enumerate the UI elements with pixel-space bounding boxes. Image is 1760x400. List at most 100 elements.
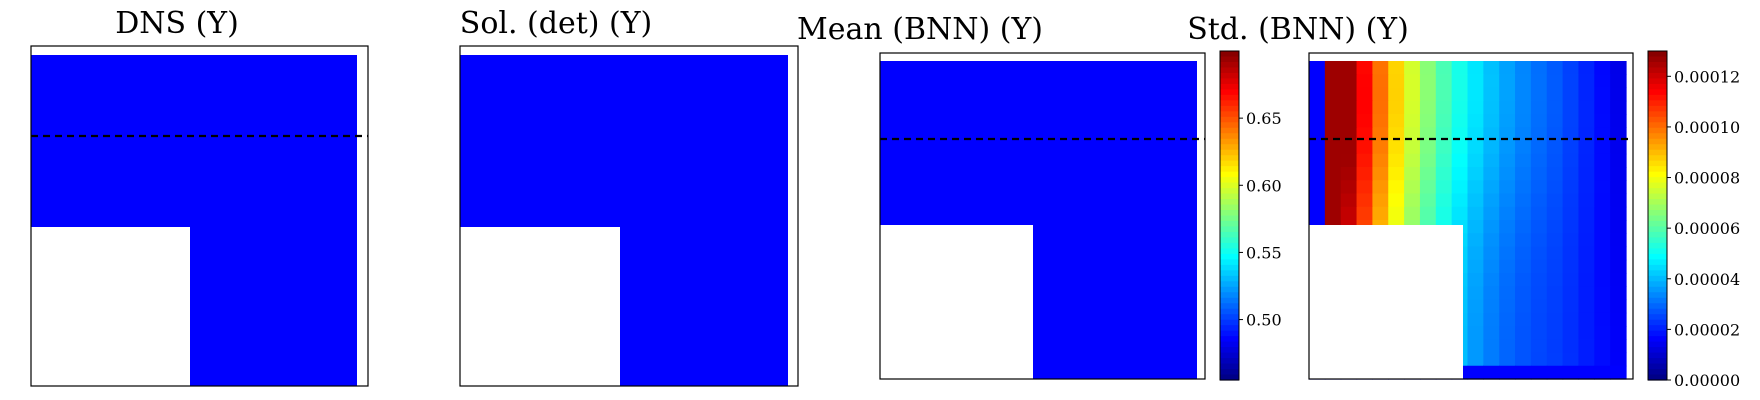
colorbar-segment bbox=[1648, 341, 1667, 348]
colorbar-segment bbox=[1648, 270, 1667, 277]
std-cell bbox=[1546, 100, 1564, 115]
std-cell bbox=[1594, 339, 1611, 354]
std-cell bbox=[1435, 114, 1453, 128]
std-cell bbox=[1324, 74, 1342, 89]
panel-4: 0.00000 0.00002 0.00004 0.00006 0.00008 0.000… bbox=[1308, 50, 1740, 390]
std-cell bbox=[1562, 312, 1580, 327]
colorbar-segment bbox=[1648, 330, 1667, 337]
std-cell bbox=[1467, 140, 1484, 155]
std-cell bbox=[1435, 153, 1453, 168]
std-cell bbox=[1404, 193, 1421, 208]
std-cell bbox=[1419, 100, 1437, 115]
std-cell bbox=[1530, 365, 1548, 380]
std-cell bbox=[1578, 127, 1595, 142]
std-cell bbox=[1562, 299, 1580, 314]
std-cell bbox=[1610, 312, 1627, 327]
std-cell bbox=[1515, 246, 1532, 261]
colorbar-segment bbox=[1220, 144, 1239, 151]
std-cell bbox=[1515, 61, 1532, 75]
std-cell bbox=[1451, 74, 1469, 89]
masked-region-panel-3 bbox=[880, 225, 1033, 379]
std-cell bbox=[1499, 233, 1516, 248]
std-cell bbox=[1562, 273, 1580, 287]
std-cell bbox=[1372, 114, 1389, 128]
std-cell bbox=[1562, 286, 1580, 301]
colorbar-segment bbox=[1220, 237, 1239, 244]
std-cell bbox=[1530, 220, 1548, 234]
std-cell bbox=[1483, 127, 1500, 142]
colorbar-segment bbox=[1648, 259, 1667, 266]
std-cell bbox=[1530, 180, 1548, 195]
std-cell bbox=[1578, 220, 1595, 234]
std-cell bbox=[1515, 153, 1532, 168]
colorbar-segment bbox=[1220, 193, 1239, 200]
colorbar-segment bbox=[1220, 330, 1239, 337]
colorbar-segment bbox=[1220, 94, 1239, 101]
std-cell bbox=[1610, 127, 1627, 142]
std-cell bbox=[1515, 114, 1532, 128]
std-cell bbox=[1356, 206, 1373, 221]
std-cell bbox=[1451, 153, 1469, 168]
colorbar-segment bbox=[1220, 204, 1239, 211]
colorbar-tick-label: 0.00008 bbox=[1674, 169, 1740, 188]
std-cell bbox=[1594, 61, 1611, 75]
colorbar-tick-label: 0.55 bbox=[1246, 243, 1282, 262]
panel-3: 0.50 0.55 0.60 0.65 bbox=[879, 50, 1282, 381]
colorbar-segment bbox=[1648, 72, 1667, 80]
std-cell bbox=[1594, 312, 1611, 327]
std-cell bbox=[1309, 167, 1326, 181]
std-cell bbox=[1324, 114, 1342, 128]
std-cell bbox=[1324, 100, 1342, 115]
std-cell bbox=[1467, 326, 1484, 340]
std-cell bbox=[1562, 167, 1580, 181]
colorbar-segment bbox=[1648, 369, 1667, 376]
colorbar-segment bbox=[1648, 182, 1667, 189]
std-cell bbox=[1404, 127, 1421, 142]
std-cell bbox=[1451, 167, 1469, 181]
colorbar-segment bbox=[1220, 264, 1239, 271]
colorbar-segment bbox=[1648, 155, 1667, 162]
colorbar-segment bbox=[1648, 264, 1667, 271]
std-cell bbox=[1309, 140, 1326, 155]
std-cell bbox=[1356, 167, 1373, 181]
std-cell bbox=[1499, 74, 1516, 89]
std-cell bbox=[1515, 312, 1532, 327]
std-cell bbox=[1451, 206, 1469, 221]
std-cell bbox=[1451, 87, 1469, 102]
std-cell bbox=[1610, 365, 1627, 380]
std-cell bbox=[1340, 127, 1358, 142]
std-cell bbox=[1546, 87, 1564, 102]
std-cell bbox=[1578, 61, 1595, 75]
std-cell bbox=[1530, 326, 1548, 340]
colorbar-tick-label: 0.00000 bbox=[1674, 371, 1740, 390]
colorbar-segment bbox=[1220, 363, 1239, 370]
colorbar-segment bbox=[1648, 253, 1667, 260]
std-cell bbox=[1404, 61, 1421, 75]
colorbar-segment bbox=[1648, 215, 1667, 222]
colorbar-segment bbox=[1648, 374, 1667, 381]
std-cell bbox=[1530, 206, 1548, 221]
std-cell bbox=[1483, 206, 1500, 221]
std-cell bbox=[1530, 114, 1548, 128]
std-cell bbox=[1594, 167, 1611, 181]
std-cell bbox=[1610, 140, 1627, 155]
colorbar-tick-label: 0.50 bbox=[1246, 311, 1282, 330]
colorbar-segment bbox=[1648, 292, 1667, 299]
std-cell bbox=[1530, 193, 1548, 208]
colorbar-segment bbox=[1220, 226, 1239, 233]
std-cell bbox=[1435, 127, 1453, 142]
std-cell bbox=[1562, 259, 1580, 274]
std-cell bbox=[1594, 100, 1611, 115]
colorbar-segment bbox=[1648, 275, 1667, 282]
std-cell bbox=[1546, 114, 1564, 128]
std-cell bbox=[1435, 87, 1453, 102]
std-cell bbox=[1419, 61, 1437, 75]
std-cell bbox=[1372, 140, 1389, 155]
std-cell bbox=[1546, 299, 1564, 314]
std-cell bbox=[1515, 233, 1532, 248]
std-cell bbox=[1530, 127, 1548, 142]
std-cell bbox=[1467, 206, 1484, 221]
std-cell bbox=[1562, 100, 1580, 115]
std-cell bbox=[1530, 167, 1548, 181]
